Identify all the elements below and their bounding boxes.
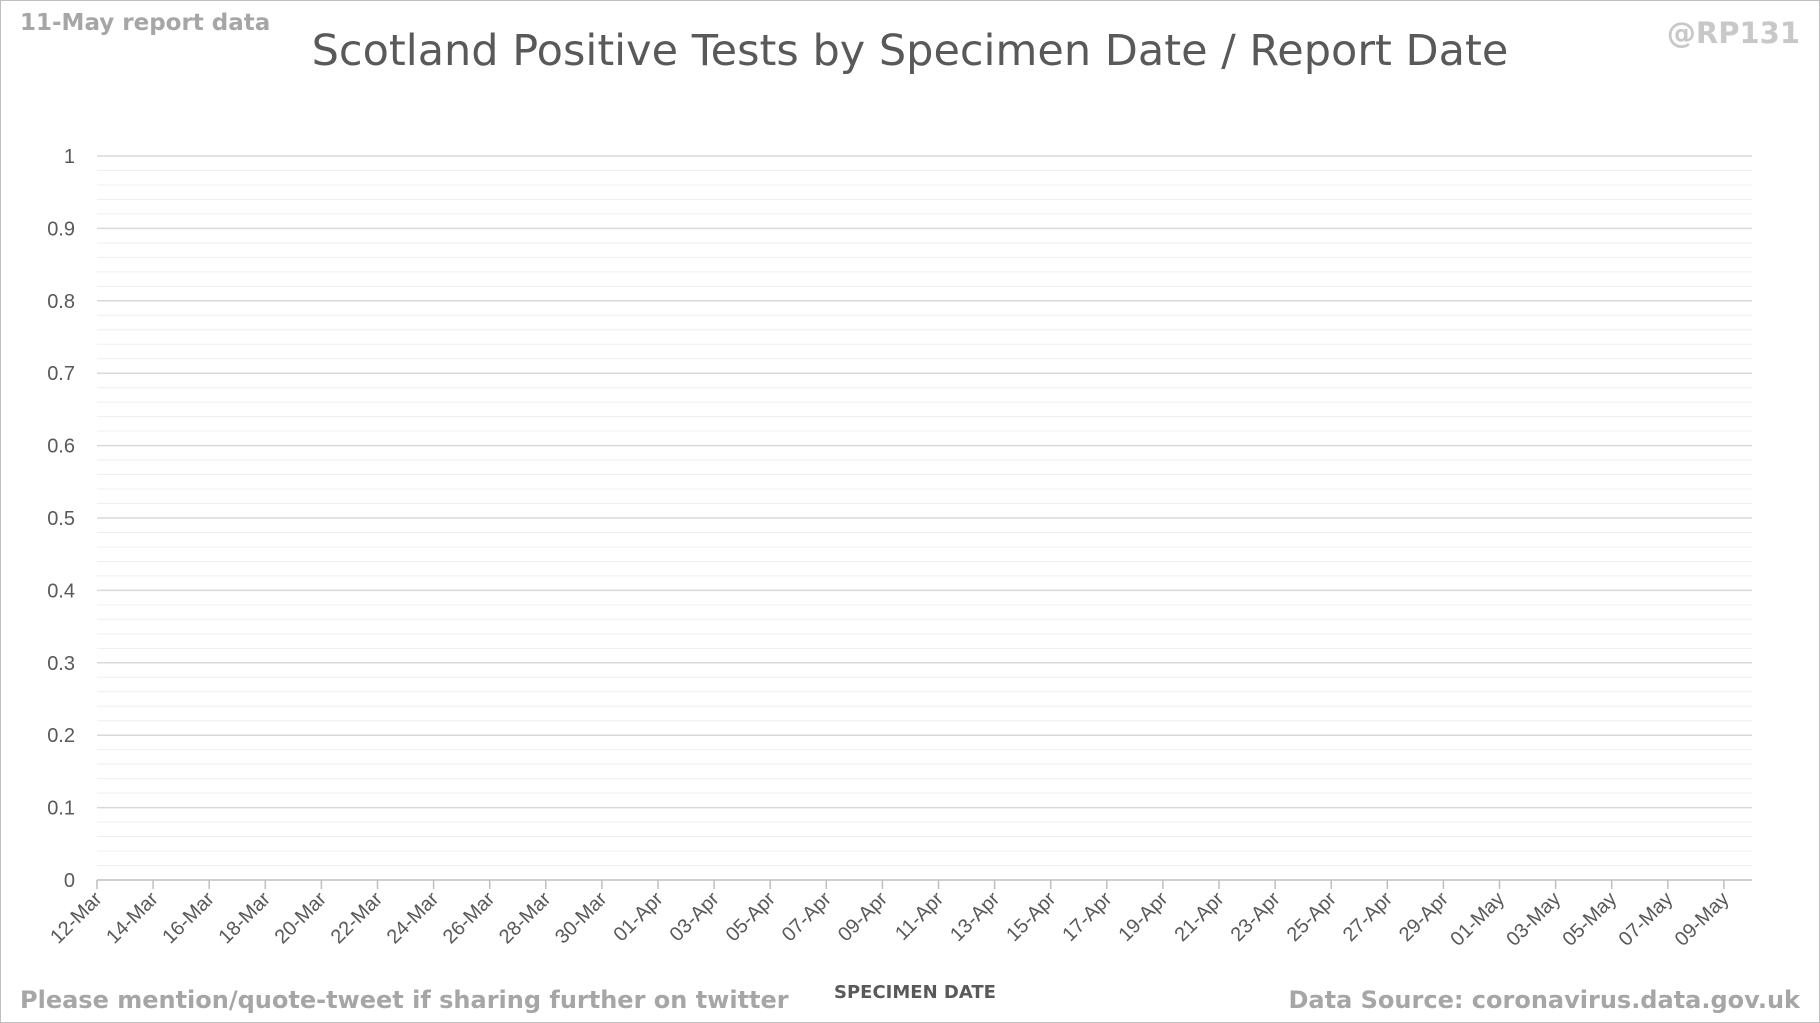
x-tick-label: 07-Apr <box>778 888 836 946</box>
x-tick-label: 05-Apr <box>722 888 780 946</box>
x-tick-label: 14-Mar <box>102 888 163 949</box>
x-tick-label: 30-Mar <box>551 888 612 949</box>
y-tick-label: 0.9 <box>47 218 75 240</box>
x-axis-ticks: 12-Mar14-Mar16-Mar18-Mar20-Mar22-Mar24-M… <box>46 880 1733 951</box>
y-tick-label: 0.7 <box>47 363 75 385</box>
x-tick-label: 17-Apr <box>1058 888 1116 946</box>
x-axis-title: SPECIMEN DATE <box>834 982 996 1003</box>
x-tick-label: 16-Mar <box>158 888 219 949</box>
x-tick-label: 01-May <box>1446 888 1509 951</box>
x-tick-label: 21-Apr <box>1171 888 1229 946</box>
major-gridlines <box>97 155 1752 809</box>
y-tick-label: 0.5 <box>47 508 75 530</box>
x-tick-label: 11-Apr <box>891 888 948 945</box>
x-tick-label: 01-Apr <box>610 888 668 946</box>
x-tick-label: 18-Mar <box>214 888 275 949</box>
x-tick-label: 22-Mar <box>327 888 388 949</box>
y-tick-label: 0.8 <box>47 291 75 313</box>
x-tick-label: 12-Mar <box>46 888 107 949</box>
x-tick-label: 27-Apr <box>1339 888 1397 946</box>
x-tick-label: 09-Apr <box>834 888 892 946</box>
share-note: Please mention/quote-tweet if sharing fu… <box>20 986 789 1014</box>
x-tick-label: 23-Apr <box>1227 888 1285 946</box>
x-tick-label: 19-Apr <box>1114 888 1172 946</box>
report-date-label: 11-May report data <box>20 10 271 36</box>
minor-gridlines <box>97 169 1752 867</box>
x-tick-label: 26-Mar <box>439 888 500 949</box>
x-tick-label: 13-Apr <box>946 888 1004 946</box>
x-tick-label: 05-May <box>1559 888 1622 951</box>
y-tick-label: 1 <box>64 146 75 168</box>
y-tick-label: 0.4 <box>47 580 75 602</box>
x-tick-label: 29-Apr <box>1395 888 1453 946</box>
x-tick-label: 25-Apr <box>1283 888 1341 946</box>
x-tick-label: 03-May <box>1502 888 1565 951</box>
x-tick-label: 24-Mar <box>383 888 444 949</box>
x-tick-label: 09-May <box>1671 888 1734 951</box>
y-tick-label: 0.2 <box>47 725 75 747</box>
author-handle: @RP131 <box>1666 16 1800 50</box>
y-tick-label: 0.6 <box>47 436 75 458</box>
y-tick-label: 0 <box>64 870 75 892</box>
x-tick-label: 03-Apr <box>666 888 724 946</box>
data-source: Data Source: coronavirus.data.gov.uk <box>1288 986 1801 1014</box>
x-tick-label: 07-May <box>1615 888 1678 951</box>
y-tick-label: 0.1 <box>47 798 75 820</box>
x-tick-label: 28-Mar <box>495 888 556 949</box>
chart-title: Scotland Positive Tests by Specimen Date… <box>311 26 1509 76</box>
x-tick-label: 15-Apr <box>1002 888 1060 946</box>
y-tick-label: 0.3 <box>47 653 75 675</box>
y-axis-ticks: 0 0.1 0.2 0.3 0.4 0.5 0.6 0.7 0.8 0.9 1 <box>47 146 75 892</box>
x-tick-label: 20-Mar <box>271 888 332 949</box>
